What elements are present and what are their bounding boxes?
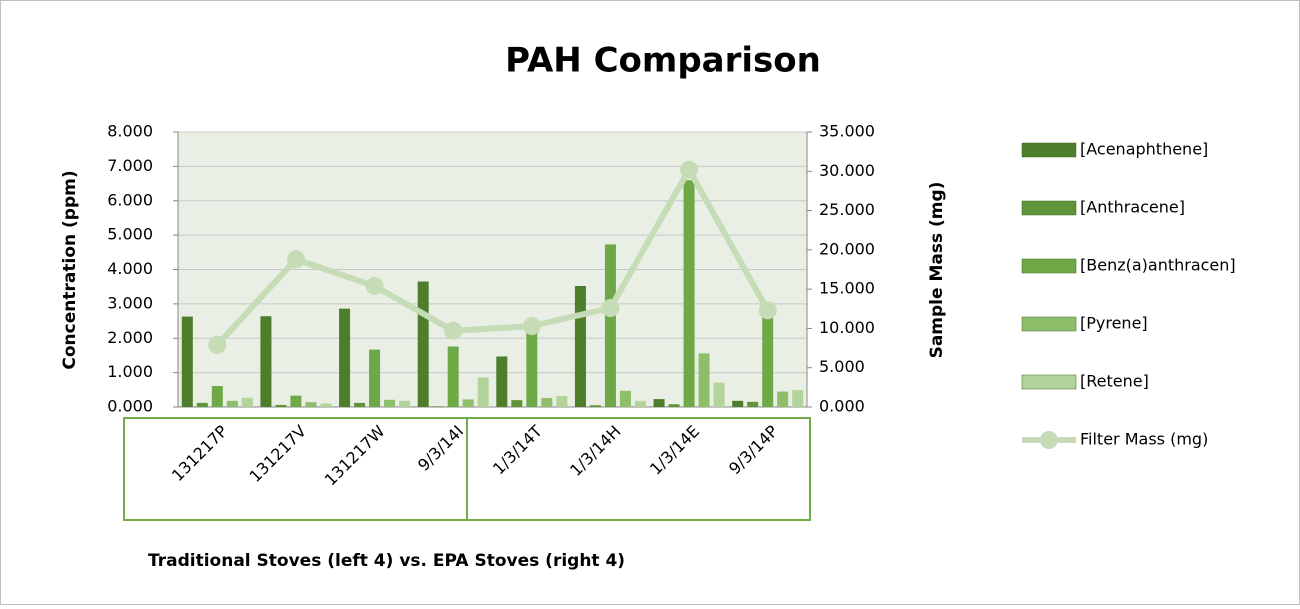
bar [713,382,725,407]
legend-swatch [1021,316,1077,332]
bar [384,399,396,407]
legend-label: [Pyrene] [1080,314,1148,333]
bar [511,400,523,407]
bar [668,404,680,407]
bar [556,396,568,407]
x-axis-title: Traditional Stoves (left 4) vs. EPA Stov… [148,551,625,571]
line-marker [208,335,227,354]
y2-tick-label: 20.000 [819,239,875,258]
bar [604,244,616,407]
y-tick-label: 6.000 [107,190,153,209]
y-axis-title: Concentration (ppm) [60,170,80,369]
y-tick-label: 0.000 [107,397,153,416]
bar [290,395,302,407]
bar [305,402,317,407]
legend-label: [Acenaphthene] [1080,140,1208,159]
bar [181,316,193,407]
legend-label: [Retene] [1080,372,1149,391]
bar [653,399,665,407]
bar [354,402,366,407]
bar [260,316,272,407]
bar [462,399,474,407]
legend-swatch [1021,142,1077,158]
bar [399,400,411,407]
bar [432,406,444,407]
y2-tick-label: 10.000 [819,318,875,337]
y-tick-label: 1.000 [107,362,153,381]
bar [762,310,774,407]
bar [211,386,223,407]
y-tick-label: 8.000 [107,122,153,141]
y2-tick-label: 25.000 [819,200,875,219]
chart-title: PAH Comparison [505,41,821,81]
bar [792,390,804,407]
y-tick-label: 5.000 [107,225,153,244]
legend-label: [Anthracene] [1080,198,1185,217]
bar [777,391,789,407]
group-box [466,417,811,521]
y-tick-label: 4.000 [107,259,153,278]
bar [339,308,351,407]
bar [589,405,601,407]
line-marker [758,301,777,320]
bar [496,356,508,407]
y2-tick-label: 15.000 [819,279,875,298]
legend-label: Filter Mass (mg) [1080,430,1208,449]
bar [747,401,759,407]
y2-tick-label: 5.000 [819,357,865,376]
bar [196,402,208,407]
bar [619,390,631,407]
line-marker [680,160,699,179]
bar [275,404,287,407]
y2-tick-label: 0.000 [819,397,865,416]
bar [477,377,489,407]
line-marker [444,321,463,340]
line-marker [522,317,541,336]
legend-swatch [1021,200,1077,216]
bar [574,286,586,407]
y2-tick-label: 35.000 [819,122,875,141]
bar [698,353,710,407]
bar [447,346,459,407]
bar [369,349,381,407]
line-marker [365,277,384,295]
y-tick-label: 7.000 [107,156,153,175]
line [215,166,771,347]
y2-tick-label: 30.000 [819,161,875,180]
bar [226,400,238,407]
bar [634,401,646,407]
legend-swatch [1021,258,1077,274]
bar [683,180,695,407]
legend-label: [Benz(a)anthracen] [1080,256,1236,275]
bar [732,400,744,407]
line-marker [286,250,305,269]
y-tick-label: 2.000 [107,328,153,347]
bar [417,281,429,407]
bar [320,403,332,407]
bar [241,397,253,407]
legend-swatch [1021,374,1077,390]
y-tick-label: 3.000 [107,293,153,312]
line-marker [601,299,620,317]
y2-axis-title: Sample Mass (mg) [927,182,947,359]
bar [526,324,538,407]
bar [541,398,553,407]
legend-swatch [1040,431,1058,449]
